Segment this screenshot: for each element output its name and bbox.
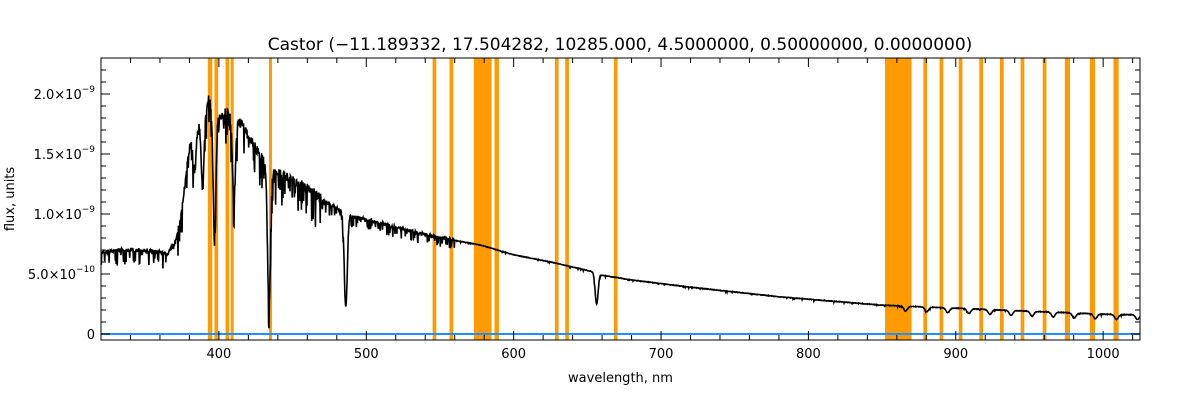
x-tick-label: 900 (943, 347, 968, 362)
highlight-band-12 (885, 58, 912, 340)
highlight-band-6 (449, 58, 454, 340)
highlight-bands (207, 58, 1119, 340)
y-tick-label: 2.0×10−9 (34, 85, 96, 103)
y-axis-ticks: 0 5.0×10−10 1.0×10−9 1.5×10−9 2.0×10−9 (28, 69, 1140, 343)
highlight-band-17 (999, 58, 1004, 340)
x-axis-ticks: 400 500 600 700 800 900 1000 (100, 58, 1134, 362)
chart-title: Castor (−11.189332, 17.504282, 10285.000… (268, 35, 973, 55)
x-tick-label: 500 (354, 347, 379, 362)
highlight-band-5 (432, 58, 437, 340)
y-tick-label: 1.5×10−9 (34, 145, 96, 163)
highlight-band-0 (207, 58, 213, 340)
plot-frame (100, 57, 1141, 341)
highlight-band-16 (979, 58, 984, 340)
highlight-band-4 (269, 58, 272, 340)
x-tick-label: 1000 (1087, 347, 1120, 362)
highlight-band-14 (939, 58, 944, 340)
highlight-band-18 (1020, 58, 1025, 340)
highlight-band-15 (958, 58, 963, 340)
x-tick-label: 600 (501, 347, 526, 362)
highlight-band-20 (1064, 58, 1070, 340)
x-tick-label: 700 (649, 347, 674, 362)
x-axis-label: wavelength, nm (568, 371, 673, 386)
highlight-band-10 (565, 58, 569, 340)
y-tick-label: 0 (87, 328, 95, 343)
highlight-band-2 (225, 58, 230, 340)
highlight-band-21 (1089, 58, 1096, 340)
highlight-band-13 (923, 58, 928, 340)
highlight-band-7 (473, 58, 492, 340)
spectrum-line (100, 95, 1141, 329)
highlight-band-3 (230, 58, 234, 340)
y-axis-label: flux, units (3, 167, 18, 232)
highlight-band-9 (554, 58, 559, 340)
y-tick-label: 1.0×10−9 (34, 205, 96, 223)
highlight-band-11 (613, 58, 618, 340)
x-tick-label: 400 (206, 347, 231, 362)
highlight-band-8 (494, 58, 499, 340)
data-series (100, 95, 1141, 335)
highlight-band-22 (1113, 58, 1119, 340)
x-tick-label: 800 (796, 347, 821, 362)
y-tick-label: 5.0×10−10 (28, 265, 95, 283)
highlight-band-19 (1042, 58, 1047, 340)
